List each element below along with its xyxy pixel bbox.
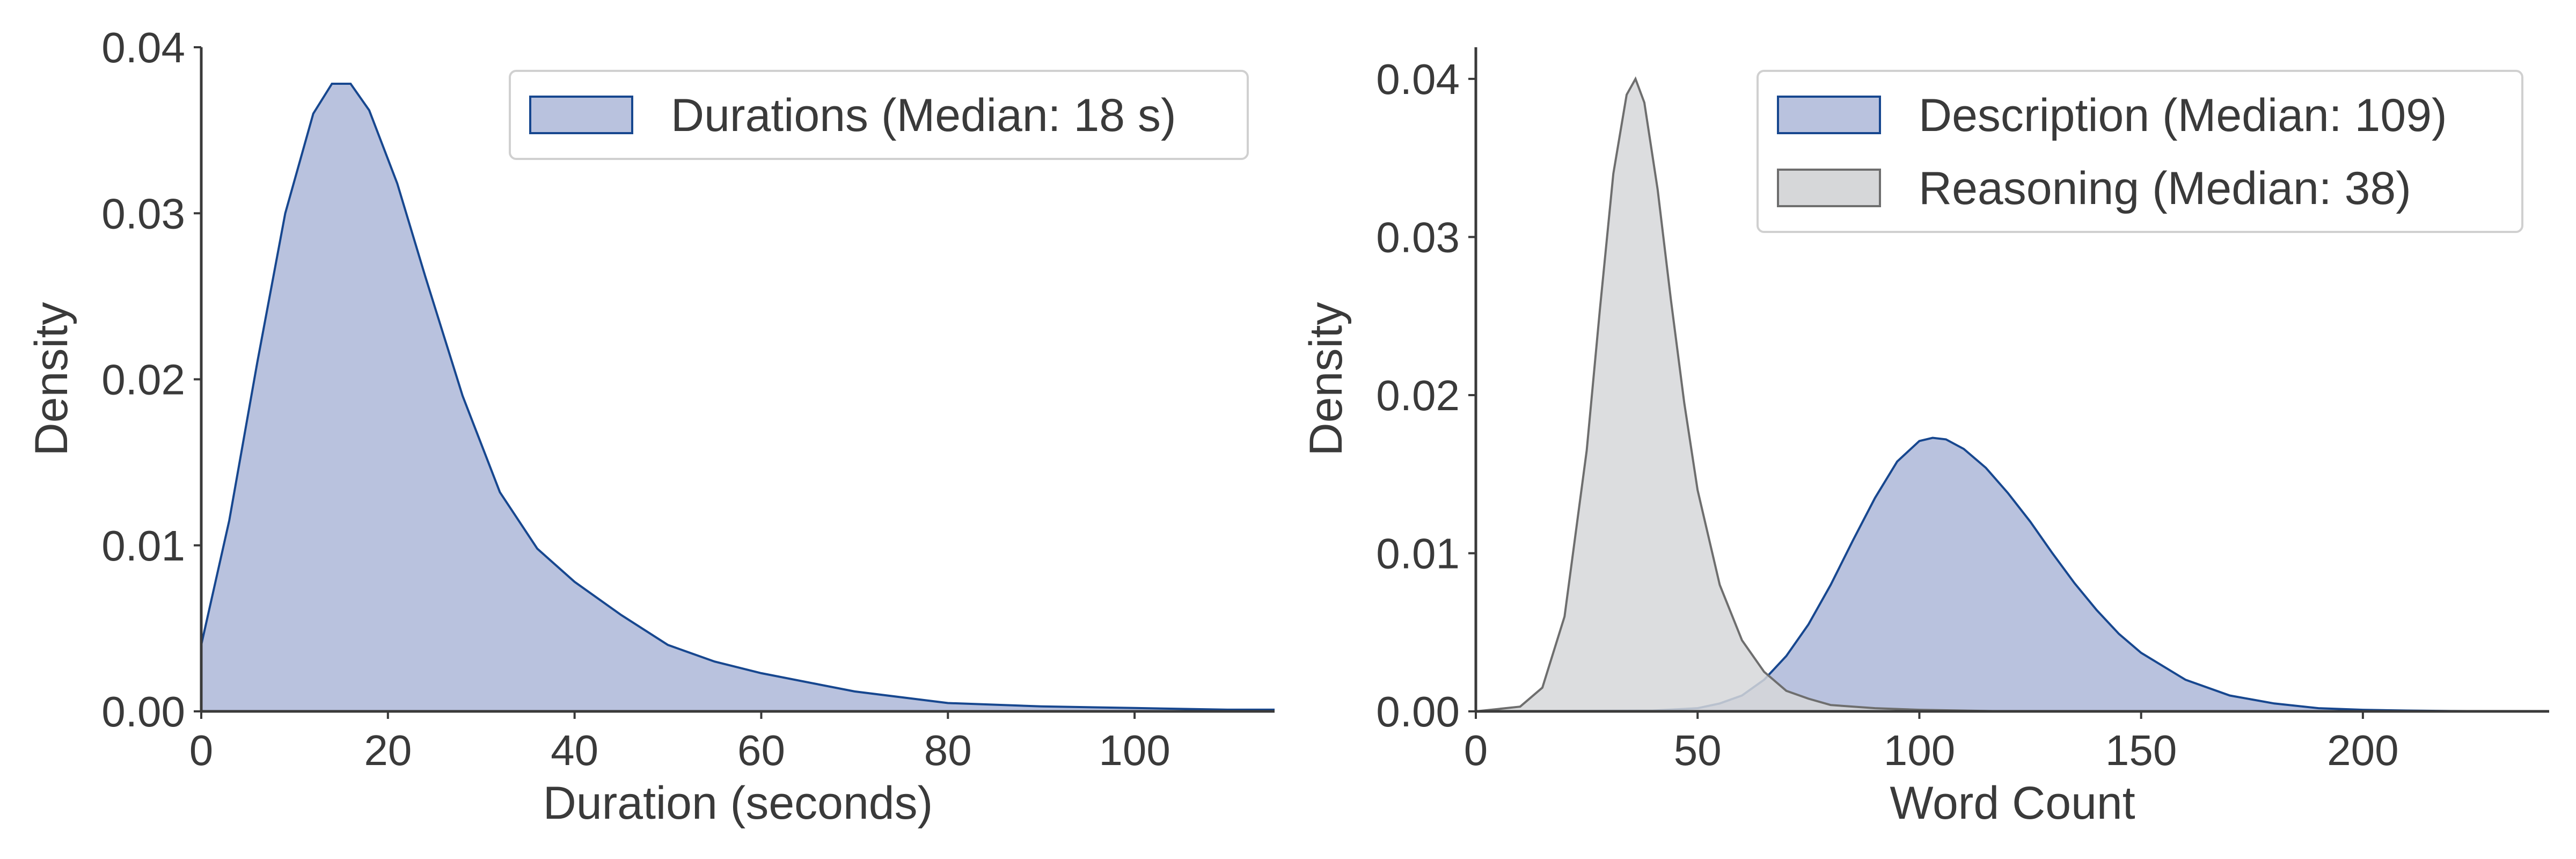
right-x-tick-label: 200	[2327, 726, 2398, 774]
left-x-tick-label: 0	[189, 726, 214, 774]
left-x-tick-label: 100	[1099, 726, 1170, 774]
left-y-axis-label: Density	[26, 302, 77, 456]
left-y-tick-label: 0.01	[101, 522, 185, 570]
right-x-tick-label: 150	[2105, 726, 2177, 774]
right-series-0-line	[1475, 436, 2550, 712]
left-legend: Durations (Median: 18 s)	[509, 70, 1249, 160]
duration-density-plot: 0 20 40 60 80 100 0.00 0.01 0.02 0.03 0.04 Durati…	[26, 24, 1275, 829]
left-series-0-area	[201, 84, 1275, 711]
right-x-tick-label: 100	[1884, 726, 1955, 774]
right-x-tick-label: 50	[1674, 726, 1722, 774]
left-x-tick-label: 20	[364, 726, 412, 774]
left-legend-swatch	[529, 96, 633, 134]
left-y-tick-label: 0.03	[101, 190, 185, 237]
right-x-axis-label: Word Count	[1890, 777, 2135, 829]
right-legend-swatch	[1777, 96, 1881, 134]
left-series-0-line	[200, 83, 1275, 711]
right-y-tick-label: 0.03	[1376, 213, 1460, 261]
right-legend-swatch	[1777, 169, 1881, 207]
right-series-0-area	[1476, 438, 2549, 711]
right-y-tick-label: 0.00	[1376, 688, 1460, 736]
left-y-tick-label: 0.02	[101, 356, 185, 404]
right-y-tick-label: 0.02	[1376, 372, 1460, 419]
right-legend-label: Reasoning (Median: 38)	[1919, 163, 2411, 214]
right-legend: Description (Median: 109) Reasoning (Medi…	[1757, 70, 2523, 233]
left-x-axis-label: Duration (seconds)	[543, 777, 933, 829]
left-x-tick-label: 40	[551, 726, 598, 774]
right-y-tick-label: 0.01	[1376, 529, 1460, 577]
right-y-tick-label: 0.04	[1376, 55, 1460, 103]
right-y-axis-label: Density	[1300, 302, 1352, 456]
left-legend-label: Durations (Median: 18 s)	[671, 90, 1176, 141]
left-y-tick-label: 0.00	[101, 688, 185, 736]
right-series-1-line	[1475, 76, 2549, 712]
word-count-density-plot: 0 50 100 150 200 0.00 0.01 0.02 0.03 0.04 Word C…	[1300, 47, 2550, 829]
right-x-tick-label: 0	[1464, 726, 1488, 774]
right-series-1-area	[1476, 78, 2549, 711]
left-x-tick-label: 80	[924, 726, 972, 774]
left-x-tick-label: 60	[737, 726, 785, 774]
left-y-tick-label: 0.04	[101, 24, 185, 71]
right-legend-label: Description (Median: 109)	[1919, 90, 2447, 141]
